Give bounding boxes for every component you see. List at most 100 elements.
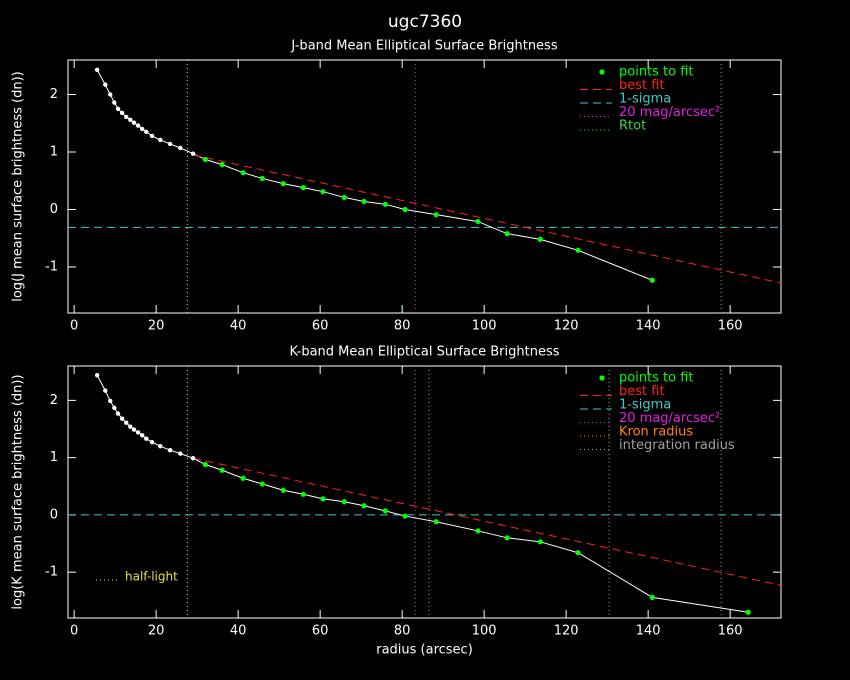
- data-point: [475, 218, 481, 225]
- y-tick-label: 1: [50, 145, 58, 160]
- legend-label: points to fit: [619, 371, 694, 386]
- legend-label: 20 mag/arcsec²: [619, 105, 720, 120]
- data-point: [103, 82, 108, 87]
- y-tick-label: 0: [50, 507, 58, 522]
- x-tick-label: 100: [472, 624, 497, 639]
- legend-label: 1-sigma: [619, 398, 671, 413]
- legend-label: 20 mag/arcsec²: [619, 411, 720, 426]
- data-point: [240, 170, 246, 176]
- data-point: [103, 388, 108, 393]
- data-point: [115, 411, 121, 416]
- y-tick-label: -1: [45, 565, 58, 580]
- data-point: [402, 513, 408, 519]
- legend-label: integration radius: [619, 438, 735, 453]
- data-point: [131, 427, 137, 432]
- x-tick-label: 140: [636, 624, 661, 639]
- y-axis-label: log(K mean surface brightness (dn)): [11, 374, 26, 609]
- profile-line: [205, 158, 653, 281]
- data-point: [128, 424, 133, 429]
- profile-line: [205, 464, 749, 613]
- data-point: [280, 181, 286, 187]
- data-point: [202, 461, 208, 468]
- data-point: [158, 443, 163, 449]
- data-point: [140, 433, 145, 438]
- data-point: [475, 528, 481, 534]
- x-tick-label: 60: [312, 319, 329, 334]
- data-point: [300, 185, 306, 191]
- data-point: [504, 535, 510, 541]
- data-point: [149, 133, 155, 139]
- data-point: [240, 475, 246, 481]
- x-tick-label: 0: [70, 319, 78, 334]
- data-point: [124, 114, 129, 120]
- x-tick-label: 0: [70, 624, 78, 639]
- data-point: [537, 539, 543, 545]
- data-point: [94, 67, 100, 72]
- y-tick-label: 0: [50, 202, 58, 217]
- x-tick-label: 160: [718, 319, 743, 334]
- data-point: [94, 372, 100, 378]
- x-tick-label: 40: [230, 624, 247, 639]
- data-point: [537, 236, 543, 242]
- data-point: [115, 106, 121, 112]
- data-point: [575, 247, 581, 253]
- x-tick-label: 160: [718, 624, 743, 639]
- y-tick-label: 2: [50, 393, 58, 408]
- y-tick-label: 2: [50, 87, 58, 102]
- data-point: [119, 416, 125, 421]
- profile-line: [96, 69, 194, 155]
- data-point: [382, 201, 388, 207]
- x-axis-label: radius (arcsec): [376, 643, 473, 658]
- x-tick-label: 80: [394, 624, 411, 639]
- data-point: [341, 499, 347, 505]
- data-point: [504, 231, 510, 237]
- data-point: [149, 439, 155, 445]
- data-point: [158, 137, 163, 143]
- data-point: [280, 487, 286, 493]
- data-point: [112, 100, 117, 105]
- legend-label: best fit: [619, 384, 665, 399]
- data-point: [135, 430, 141, 435]
- data-point: [259, 481, 265, 487]
- x-tick-label: 120: [554, 624, 579, 639]
- data-point: [144, 436, 149, 441]
- data-point: [382, 508, 388, 514]
- data-point: [167, 447, 173, 453]
- x-tick-label: 20: [148, 319, 165, 334]
- data-point: [433, 519, 439, 525]
- data-point: [320, 496, 326, 502]
- data-point: [135, 123, 141, 128]
- y-tick-label: -1: [45, 260, 58, 275]
- legend-marker: [599, 69, 605, 75]
- legend-label: best fit: [619, 78, 665, 93]
- data-point: [745, 609, 751, 615]
- legend-marker: [599, 375, 605, 381]
- data-point: [259, 175, 265, 182]
- legend-label: Kron radius: [619, 425, 693, 440]
- legend-label: Rtot: [619, 119, 646, 134]
- data-point: [341, 194, 347, 201]
- data-point: [402, 206, 408, 213]
- x-tick-label: 60: [312, 624, 329, 639]
- data-point: [131, 120, 137, 125]
- data-point: [178, 145, 183, 151]
- data-point: [575, 550, 581, 556]
- x-tick-label: 100: [472, 319, 497, 334]
- fit-line: [192, 457, 781, 586]
- data-point: [361, 503, 367, 509]
- y-axis-label: log(J mean surface brightness (dn)): [11, 71, 26, 301]
- data-point: [190, 151, 196, 156]
- x-tick-label: 80: [394, 319, 411, 334]
- legend-label: half-light: [125, 570, 178, 584]
- data-point: [124, 420, 129, 425]
- data-point: [649, 277, 655, 283]
- data-point: [433, 212, 439, 218]
- y-tick-label: 1: [50, 450, 58, 465]
- data-point: [128, 117, 133, 123]
- data-point: [108, 92, 113, 97]
- fit-line: [192, 154, 781, 284]
- legend-label: points to fit: [619, 65, 694, 80]
- data-point: [300, 491, 306, 497]
- data-point: [219, 162, 225, 168]
- data-point: [361, 198, 367, 205]
